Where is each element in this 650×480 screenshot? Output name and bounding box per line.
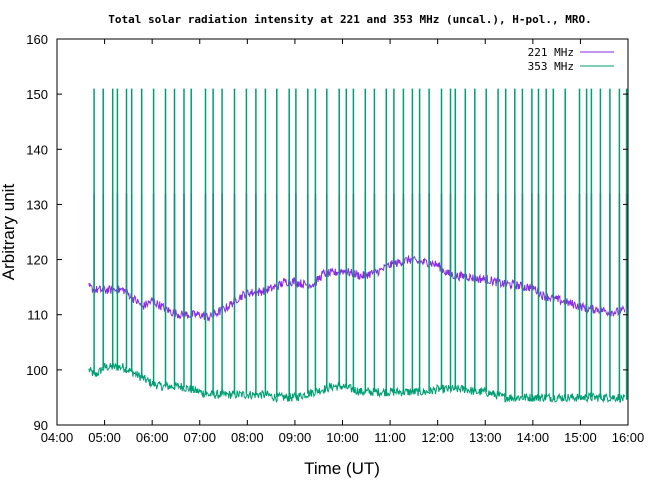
y-tick-label: 90 (34, 418, 48, 433)
y-tick-label: 130 (26, 197, 48, 212)
x-tick-label: 07:00 (183, 430, 216, 445)
x-axis-title: Time (UT) (304, 459, 380, 478)
series-221mhz-line (88, 255, 626, 322)
y-tick-label: 100 (26, 363, 48, 378)
x-tick-label: 08:00 (231, 430, 264, 445)
series-353mhz-line (88, 362, 626, 404)
chart-title: Total solar radiation intensity at 221 a… (108, 13, 591, 26)
y-tick-label: 110 (27, 308, 48, 323)
x-tick-label: 11:00 (374, 430, 406, 445)
x-tick-label: 13:00 (469, 430, 502, 445)
y-tick-label: 150 (26, 87, 48, 102)
x-tick-label: 05:00 (88, 430, 121, 445)
x-tick-label: 12:00 (421, 430, 454, 445)
plot-area-frame (56, 38, 629, 426)
legend-label: 221 MHz (528, 46, 574, 59)
y-tick-label: 160 (26, 32, 48, 47)
x-tick-label: 14:00 (517, 430, 550, 445)
x-tick-label: 10:00 (326, 430, 359, 445)
x-tick-label: 15:00 (564, 430, 597, 445)
legend-label: 353 MHz (528, 60, 574, 73)
x-tick-label: 04:00 (41, 430, 74, 445)
y-axis-title: Arbitrary unit (0, 184, 18, 281)
x-tick-label: 09:00 (279, 430, 312, 445)
y-tick-label: 120 (26, 253, 48, 268)
x-tick-label: 06:00 (136, 430, 169, 445)
x-tick-label: 16:00 (612, 430, 645, 445)
y-tick-label: 140 (26, 142, 48, 157)
